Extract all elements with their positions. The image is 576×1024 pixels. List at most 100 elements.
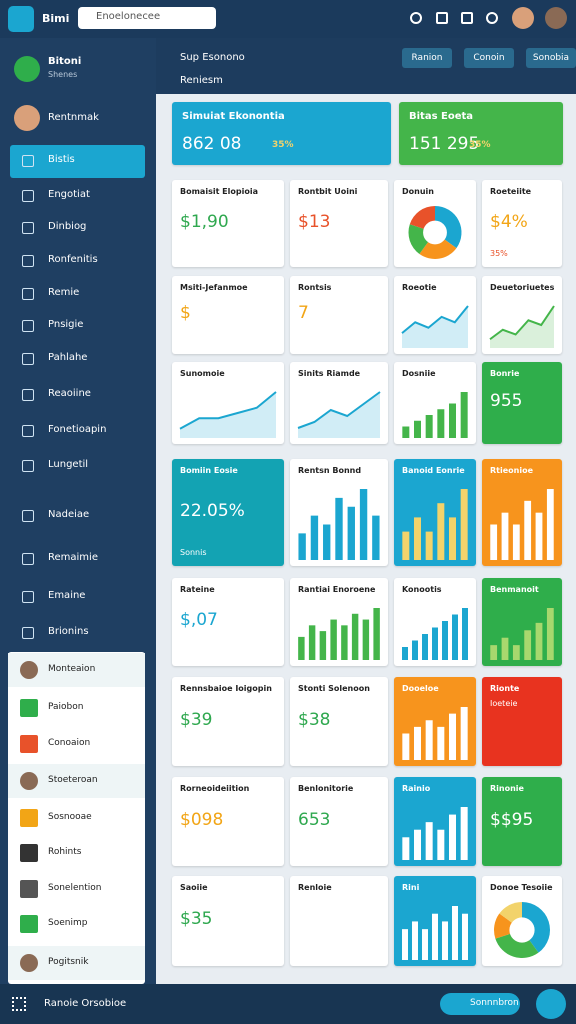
nav-item[interactable]: Remaimie (48, 552, 98, 563)
card-title: Rtieonioe (490, 466, 534, 475)
nav-item[interactable]: Brionins (48, 626, 89, 637)
card: Roeteiite $4% 35% (482, 180, 562, 267)
footer: Ranoie Orsobioe Sonnnbron (0, 984, 576, 1024)
bar (402, 647, 408, 660)
profile-icon (14, 56, 40, 82)
card: Renloie (290, 876, 388, 966)
grid-icon[interactable] (12, 997, 26, 1011)
nav-icon (22, 627, 34, 639)
bar (524, 630, 532, 660)
header-button[interactable]: Sonobia (526, 48, 576, 68)
nav-item[interactable]: Remie (48, 287, 80, 298)
nav-item[interactable]: Nadeiae (48, 509, 90, 520)
card-sub: Ioeteie (490, 699, 518, 708)
card: Rantiai Enoroene (290, 578, 388, 666)
nav-item[interactable]: Pnsigie (48, 319, 84, 330)
nav-item[interactable]: Bistis (48, 154, 75, 165)
bar (414, 420, 421, 438)
top-bar: Bimi Enoelonecee (0, 0, 576, 38)
nav-item[interactable]: Reaoiine (48, 388, 91, 399)
card: Bonrie 955 (482, 362, 562, 444)
header-button[interactable]: Conoin (464, 48, 514, 68)
card-value: $098 (180, 809, 224, 830)
card-value: $39 (180, 709, 213, 730)
card-value: 955 (490, 391, 523, 411)
card-value: 653 (298, 809, 331, 830)
brand: Bimi (42, 12, 70, 25)
panel-icon (20, 772, 38, 790)
bar (535, 622, 543, 660)
bar (452, 906, 458, 960)
banner-badge: 35% (469, 140, 491, 150)
bar (347, 506, 355, 560)
card-title: Rini (402, 883, 420, 892)
panel-item[interactable]: Conoaion (48, 738, 91, 748)
nav-item[interactable]: Emaine (48, 590, 86, 601)
header: Sup Esonono Reniesm Ranion Conoin Sonobia (156, 38, 576, 94)
search-box[interactable]: Enoelonecee (78, 7, 216, 29)
mini-chart (489, 305, 555, 348)
card-title: Bomaisit Elopioia (180, 187, 258, 196)
card: Banoid Eonrie (394, 459, 476, 566)
line-area (180, 392, 276, 438)
bar (402, 837, 410, 860)
card-title: Bomiin Eosie (180, 466, 238, 475)
mini-chart (402, 392, 468, 438)
nav-item[interactable]: Engotiat (48, 189, 90, 200)
bar (414, 517, 421, 560)
icon[interactable] (461, 12, 473, 24)
bar (437, 829, 445, 860)
card-title: Rentsn Bonnd (298, 466, 362, 475)
footer-button[interactable]: Sonnnbron (440, 993, 520, 1015)
card: Bomaisit Elopioia $1,90 (172, 180, 284, 267)
panel-item[interactable]: Rohints (48, 847, 82, 857)
card: Stonti Solenoon $38 (290, 677, 388, 766)
panel-item[interactable]: Pogitsnik (48, 957, 89, 967)
nav-item[interactable]: Fonetioapin (48, 424, 107, 435)
pie-hole (509, 917, 535, 943)
panel-item[interactable]: Monteaion (48, 664, 96, 674)
mini-chart (490, 489, 554, 560)
avatar[interactable] (545, 7, 567, 29)
panel-icon (20, 915, 38, 933)
bar (442, 921, 448, 960)
nav-item[interactable]: Dinbiog (48, 221, 87, 232)
panel-item[interactable]: Sosnooae (48, 812, 92, 822)
bar (490, 645, 498, 660)
mini-chart (490, 608, 554, 660)
card-title: Rorneoideiition (180, 784, 250, 793)
panel-item[interactable]: Stoeteroan (48, 775, 98, 785)
icon[interactable] (486, 12, 498, 24)
nav-icon (22, 389, 34, 401)
card-title: Benlonitorie (298, 784, 354, 793)
bar (402, 531, 410, 560)
card-title: Stonti Solenoon (298, 684, 370, 693)
banner-badge: 35% (272, 140, 294, 150)
panel-item[interactable]: Sonelention (48, 883, 102, 893)
nav-item[interactable]: Ronfenitis (48, 254, 98, 265)
bar (452, 614, 458, 660)
bar (372, 515, 380, 560)
line (401, 305, 469, 334)
panel-item[interactable]: Soenimp (48, 918, 88, 928)
card-value: $4% (490, 211, 528, 232)
bar (432, 913, 438, 960)
header-button[interactable]: Ranion (402, 48, 452, 68)
banner-card: Simuiat Ekonontia 862 08 35% (172, 102, 391, 165)
bar (373, 608, 380, 660)
icon[interactable] (410, 12, 422, 24)
bar (359, 489, 368, 560)
logo (8, 6, 34, 32)
bar (362, 619, 370, 660)
nav-item[interactable]: Lungetil (48, 459, 89, 470)
pie-hole (423, 220, 447, 245)
card: Dosniie (394, 362, 476, 444)
avatar[interactable] (512, 7, 534, 29)
fab[interactable] (536, 989, 566, 1019)
icon[interactable] (436, 12, 448, 24)
card-value: $35 (180, 909, 213, 929)
panel-item[interactable]: Paiobon (48, 702, 84, 712)
card-title: Bonrie (490, 369, 520, 378)
nav-item[interactable]: Pahlahe (48, 352, 88, 363)
mini-chart (494, 902, 550, 958)
